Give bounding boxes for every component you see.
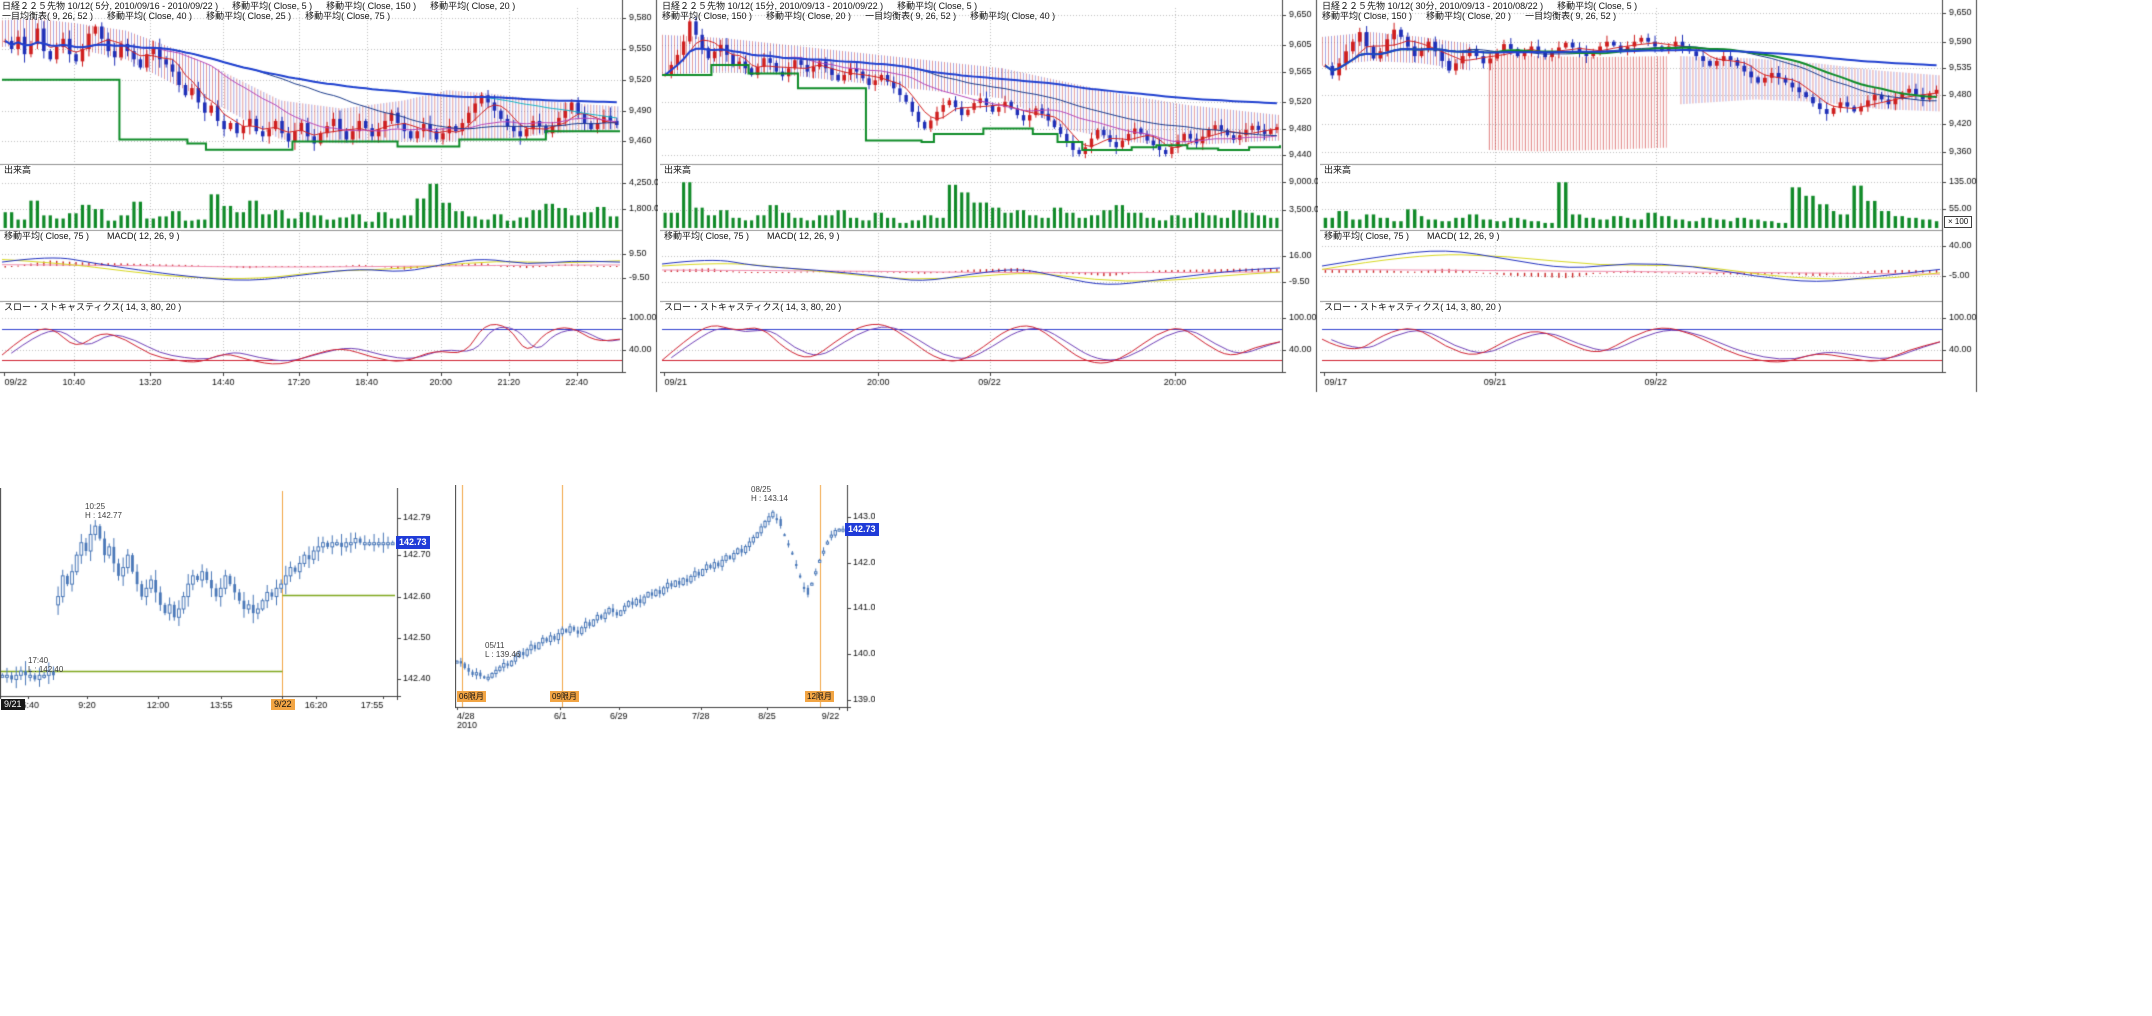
indicator-label: 移動平均( Close, 40 ): [107, 11, 193, 21]
indicator-label: 移動平均( Close, 20 ): [1426, 11, 1512, 21]
indicator-label: 移動平均( Close, 5 ): [232, 1, 313, 11]
indicator-label: 移動平均( Close, 40 ): [970, 11, 1056, 21]
high-annotation: 08/25 H : 143.14: [751, 485, 788, 503]
indicator-label: 移動平均( Close, 150 ): [1322, 11, 1413, 21]
low-annotation: 05/11 L : 139.46: [485, 641, 521, 659]
volume-label: 出来高: [3, 165, 33, 175]
indicator-label: 移動平均( Close, 150 ): [326, 1, 417, 11]
chart-title: 日経２２５先物 10/12( 5分, 2010/09/16 - 2010/09/…: [2, 1, 219, 11]
nikkei-5min-chart-canvas[interactable]: [0, 0, 658, 398]
current-price-badge: 142.73: [396, 536, 430, 549]
chart-header: 日経２２５先物 10/12( 15分, 2010/09/13 - 2010/09…: [662, 1, 977, 11]
nikkei-15min-chart-canvas[interactable]: [660, 0, 1318, 398]
chart-title: 日経２２５先物 10/12( 15分, 2010/09/13 - 2010/09…: [662, 1, 884, 11]
stochastics-label: スロー・ストキャスティクス( 14, 3, 80, 20 ): [1323, 302, 1503, 312]
chart-panel-5min: 日経２２５先物 10/12( 5分, 2010/09/16 - 2010/09/…: [0, 0, 658, 398]
indicator-label: 移動平均( Close, 20 ): [766, 11, 852, 21]
indicator-label: 移動平均( Close, 150 ): [662, 11, 753, 21]
volume-label: 出来高: [663, 165, 693, 175]
macd-label: 移動平均( Close, 75 ) MACD( 12, 26, 9 ): [663, 231, 841, 241]
high-annotation: 10:25 H : 142.77: [85, 502, 122, 520]
low-annotation: 17:40 L : 142.40: [28, 656, 64, 674]
chart-panel-30min: 日経２２５先物 10/12( 30分, 2010/09/13 - 2010/08…: [1320, 0, 1978, 398]
indicator-label: 移動平均( Close, 5 ): [1557, 1, 1638, 11]
indicator-label: 移動平均( Close, 20 ): [430, 1, 516, 11]
indicator-label: 一目均衡表( 9, 26, 52 ): [2, 11, 94, 21]
chart-header: 日経２２５先物 10/12( 5分, 2010/09/16 - 2010/09/…: [2, 1, 515, 11]
chart-header: 日経２２５先物 10/12( 30分, 2010/09/13 - 2010/08…: [1322, 1, 1637, 11]
contract-month-badge: 06限月: [457, 691, 486, 702]
nikkei-30min-chart-canvas[interactable]: [1320, 0, 1978, 398]
chart-panel-15min: 日経２２５先物 10/12( 15分, 2010/09/13 - 2010/09…: [660, 0, 1318, 398]
indicator-label: 移動平均( Close, 75 ): [305, 11, 391, 21]
current-price-badge: 142.73: [845, 523, 879, 536]
indicator-label: 一目均衡表( 9, 26, 52 ): [1525, 11, 1617, 21]
chart-title: 日経２２５先物 10/12( 30分, 2010/09/13 - 2010/08…: [1322, 1, 1544, 11]
chart-header-line2: 移動平均( Close, 150 ) 移動平均( Close, 20 ) 一目均衡表…: [662, 11, 1055, 21]
contract-month-badge: 09限月: [550, 691, 579, 702]
indicator-label: 一目均衡表( 9, 26, 52 ): [865, 11, 957, 21]
stochastics-label: スロー・ストキャスティクス( 14, 3, 80, 20 ): [3, 302, 183, 312]
volume-unit-badge: × 100: [1944, 216, 1973, 228]
macd-label: 移動平均( Close, 75 ) MACD( 12, 26, 9 ): [1323, 231, 1501, 241]
session-label-prev-day: 9/21: [1, 699, 25, 710]
intraday-chart-canvas[interactable]: [0, 488, 448, 720]
chart-header-line2: 移動平均( Close, 150 ) 移動平均( Close, 20 ) 一目均衡表…: [1322, 11, 1616, 21]
chart-header-line2: 一目均衡表( 9, 26, 52 ) 移動平均( Close, 40 ) 移動平均(…: [2, 11, 390, 21]
contract-month-badge: 12限月: [805, 691, 834, 702]
stochastics-label: スロー・ストキャスティクス( 14, 3, 80, 20 ): [663, 302, 843, 312]
daily-price-chart: 08/25 H : 143.14 05/11 L : 139.46 142.73…: [455, 485, 879, 735]
macd-label: 移動平均( Close, 75 ) MACD( 12, 26, 9 ): [3, 231, 181, 241]
session-label-current-day: 9/22: [271, 699, 295, 710]
indicator-label: 移動平均( Close, 5 ): [897, 1, 978, 11]
intraday-price-chart: 10:25 H : 142.77 17:40 L : 142.40 142.73…: [0, 488, 448, 720]
indicator-label: 移動平均( Close, 25 ): [206, 11, 292, 21]
volume-label: 出来高: [1323, 165, 1353, 175]
